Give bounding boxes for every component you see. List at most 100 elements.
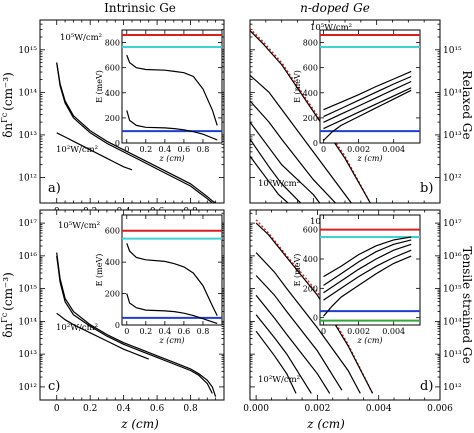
inset-ylabel: E (meV) <box>293 70 302 103</box>
inset-x-tick-label: 0.8 <box>197 327 210 336</box>
series-line <box>255 252 361 394</box>
y-tick-label: 10¹³ <box>443 350 462 360</box>
inset-curve <box>323 80 412 123</box>
y-tick-label: 10¹⁶ <box>443 252 462 262</box>
inset-frame <box>319 29 421 144</box>
series-line <box>255 294 331 394</box>
inset: 0 200 400 600 800 0 0.2 0.4 0.6 0.8 E (meV) z (cm) <box>95 29 223 163</box>
inset-y-tick-label: 800 <box>303 39 318 48</box>
panel-label: a) <box>48 181 61 196</box>
inset-x-tick-label: 0 <box>321 145 326 154</box>
inset-curve <box>323 243 412 294</box>
y-tick-label: 10¹³ <box>18 350 37 360</box>
series-line <box>250 100 336 203</box>
inset-xlabel: z (cm) <box>158 154 184 163</box>
series-line <box>255 314 312 394</box>
annotation-low-intensity: 10²W/cm² <box>56 145 98 155</box>
inset-ylabel: E (meV) <box>95 254 104 287</box>
y-tick-label: 10¹⁴ <box>443 88 462 98</box>
panel-4: 10¹² 10¹³ 10¹⁴ 10¹⁵ 10¹⁶ 10¹⁷ 0.000 0.002 0.004 0… <box>243 209 462 414</box>
x-tick-label: 0.8 <box>183 404 198 414</box>
x-tick-label: 0 <box>54 404 60 414</box>
x-tick-label: 0.000 <box>243 404 269 414</box>
inset-y-tick-label: 0 <box>115 139 120 148</box>
inset-curve <box>126 293 218 324</box>
inset-y-tick-label: 800 <box>105 39 120 48</box>
x-tick-label: 0.002 <box>305 404 331 414</box>
inset-x-tick-label: 0.4 <box>158 145 171 154</box>
x-tick-label: 0.6 <box>150 404 165 414</box>
inset-x-tick-label: 0.6 <box>178 327 191 336</box>
series-line <box>250 121 321 203</box>
inset-y-tick-label: 400 <box>303 89 318 98</box>
y-tick-label: 10¹⁷ <box>443 219 462 229</box>
panel-label: d) <box>420 379 433 394</box>
inset-x-tick-label: 0 <box>124 327 129 336</box>
panel-label: c) <box>48 379 60 394</box>
y-tick-label: 10¹² <box>18 173 37 183</box>
y-tick-label: 10¹² <box>443 173 462 183</box>
inset-curve <box>126 54 218 126</box>
inset-y-tick-label: 200 <box>105 114 120 123</box>
y-tick-label: 10¹⁵ <box>18 46 37 56</box>
x-tick-label: 0.004 <box>366 404 392 414</box>
x-tick-label: 0.006 <box>427 404 453 414</box>
y-tick-label: 10¹⁴ <box>18 88 37 98</box>
x-tick-label: 0.4 <box>116 404 131 414</box>
y-tick-label: 10¹² <box>18 383 37 393</box>
y-tick-label: 10¹⁴ <box>18 317 37 327</box>
inset-x-tick-label: 0.4 <box>158 327 171 336</box>
series-line <box>255 330 297 394</box>
series-line <box>250 30 371 203</box>
inset-y-tick-label: 400 <box>303 255 318 264</box>
inset-y-tick-label: 0 <box>115 321 120 330</box>
inset-y-tick-label: 200 <box>303 284 318 293</box>
series-line <box>56 62 213 203</box>
annotation-low-intensity: 10²W/cm² <box>56 323 98 333</box>
y-tick-label: 10¹⁵ <box>18 285 37 295</box>
inset-x-tick-label: 0.2 <box>139 327 152 336</box>
inset: 0 200 400 600 0 0.2 0.4 0.6 0.8 E (meV) z (cm) <box>95 214 223 345</box>
y-tick-label: 10¹³ <box>443 131 462 141</box>
series-line <box>56 252 217 397</box>
y-tick-label: 10¹⁵ <box>443 285 462 295</box>
panel-1: 10¹² 10¹³ 10¹⁴ 10¹⁵ 0 0.2 0.4 0.6 0.8 10⁵W/cm² 10²… <box>18 19 225 217</box>
xlabel-left: z (cm) <box>120 417 159 431</box>
inset-ylabel: E (meV) <box>95 70 104 103</box>
inset-x-tick-label: 0.002 <box>347 145 370 154</box>
inset-y-tick-label: 600 <box>105 64 120 73</box>
panel-2: 10¹² 10¹³ 10¹⁴ 10¹⁵ 10⁵W/cm² 10²W/cm² b) 0 200 40… <box>249 19 462 204</box>
svg-text:δnΓc(cm⁻³): δnΓc(cm⁻³) <box>0 272 15 338</box>
inset-ylabel: E (meV) <box>293 254 302 287</box>
annotation-high-intensity: 10⁵W/cm² <box>310 23 352 33</box>
inset-xlabel: z (cm) <box>356 154 382 163</box>
series-line <box>56 312 149 360</box>
y-tick-label: 10¹⁴ <box>443 317 462 327</box>
inset-y-tick-label: 0 <box>313 314 318 323</box>
panel-3: 10¹² 10¹³ 10¹⁴ 10¹⁵ 10¹⁶ 10¹⁷ 0 0.2 0.4 0.6 0.8 10⁵… <box>18 209 225 414</box>
ylabel-top: δnΓc(cm⁻³) <box>0 72 15 138</box>
inset-y-tick-label: 600 <box>105 227 120 236</box>
inset-x-tick-label: 0 <box>124 145 129 154</box>
series-line <box>250 74 352 203</box>
y-tick-label: 10¹⁵ <box>443 46 462 56</box>
annotation-low-intensity: 10²W/cm² <box>258 179 300 189</box>
xlabel-right: z (cm) <box>306 417 345 431</box>
inset-xlabel: z (cm) <box>158 336 184 345</box>
inset-y-tick-label: 200 <box>303 114 318 123</box>
series-line <box>56 255 213 394</box>
inset-curve <box>323 70 412 111</box>
inset-xlabel: z (cm) <box>356 336 382 345</box>
inset-y-tick-label: 200 <box>105 290 120 299</box>
inset-x-tick-label: 0.004 <box>382 327 405 336</box>
series-line <box>56 62 216 203</box>
inset-x-tick-label: 0.002 <box>347 327 370 336</box>
y-tick-label: 10¹⁷ <box>18 219 37 229</box>
inset-curve <box>323 239 412 286</box>
y-tick-label: 10¹² <box>443 383 462 393</box>
annotation-high-intensity: 10⁵W/cm² <box>60 33 102 43</box>
inset-y-tick-label: 400 <box>105 89 120 98</box>
inset-frame <box>121 29 223 144</box>
series-line <box>250 155 289 203</box>
col-title-ndoped: n-doped Ge <box>300 1 370 15</box>
